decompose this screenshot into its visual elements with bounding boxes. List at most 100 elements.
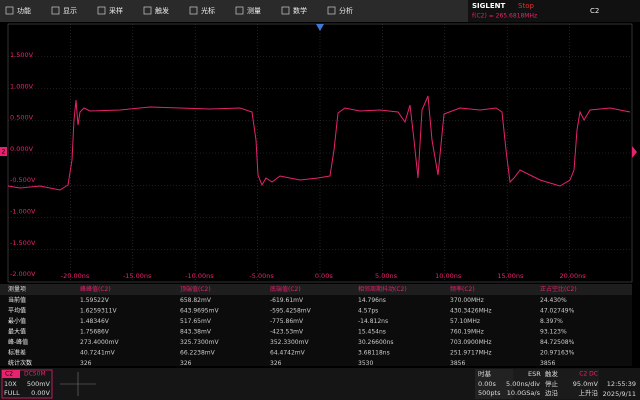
timebase-label: 时基	[478, 369, 492, 378]
menu-item[interactable]: 光标	[201, 6, 215, 15]
table-cell: -619.61mV	[270, 297, 304, 304]
channel-tab[interactable]: C2	[590, 7, 599, 15]
trigger-level-marker	[632, 146, 637, 158]
table-cell: -595.4258mV	[270, 308, 312, 315]
row-label: 最大值	[8, 328, 26, 336]
channel-probe: 10X	[4, 380, 17, 388]
timebase-scale: 5.00ns/div	[506, 380, 540, 388]
menu-icon	[281, 6, 290, 15]
x-axis-label: 20.00ns	[560, 272, 587, 280]
y-axis-label: -1.000V	[10, 208, 36, 216]
table-cell: 326	[180, 360, 192, 367]
trigger-box[interactable]	[513, 369, 599, 399]
measure-header-bg	[0, 284, 632, 295]
timebase-rate: 10.0GSa/s	[507, 389, 541, 397]
channel-name: C2	[5, 371, 13, 378]
menu-icon	[51, 6, 60, 15]
channel-box[interactable]	[1, 369, 53, 399]
table-cell: 760.19MHz	[450, 329, 484, 336]
menu-item[interactable]: 测量	[247, 7, 261, 15]
clock-time: 12:55:39	[607, 380, 636, 388]
table-cell: 3856	[540, 360, 555, 367]
row-label: 平均值	[8, 307, 26, 315]
table-cell: 93.123%	[540, 329, 567, 336]
timebase-points: 500pts	[478, 389, 501, 397]
x-axis-label: -5.00ns	[249, 272, 274, 280]
run-status: Stop	[518, 2, 534, 10]
table-cell: 326	[270, 360, 282, 367]
table-cell: 15.454ns	[358, 329, 386, 336]
table-cell: 703.0900MHz	[450, 339, 491, 346]
y-axis-label: 0.500V	[10, 114, 34, 122]
table-cell: 643.9695mV	[180, 308, 219, 315]
channel-offset: 0.00V	[31, 389, 50, 397]
table-cell: 517.65mV	[180, 318, 212, 325]
trigger-state: 停止	[545, 379, 559, 388]
table-cell: 47.02749%	[540, 308, 575, 315]
channel-marker: 2	[2, 149, 6, 156]
timebase-delay: 0.00s	[478, 380, 496, 388]
menu-item[interactable]: 采样	[109, 6, 123, 15]
table-cell: 1.75686V	[80, 329, 110, 336]
row-label: 当前值	[8, 296, 26, 304]
channel-coupling: DC50M	[24, 371, 46, 378]
table-header: 频率(C2)	[450, 285, 475, 293]
table-cell: 1.6259311V	[80, 308, 117, 315]
x-axis-label: -10.00ns	[185, 272, 214, 280]
menu-icon	[327, 6, 336, 15]
channel-scale: 500mV	[27, 380, 51, 388]
frequency-readout: f(C2) = 265.6818MHz	[472, 13, 537, 20]
table-cell: 1.48346V	[80, 318, 110, 325]
menu-icon	[97, 6, 106, 15]
table-cell: 8.397%	[540, 318, 563, 325]
table-cell: 30.26600ns	[358, 339, 394, 346]
menu-item[interactable]: 数学	[293, 6, 307, 15]
menu-icon	[143, 6, 152, 15]
table-cell: 64.4742mV	[270, 350, 306, 357]
table-header: 正占空比(C2)	[540, 285, 577, 293]
channel-marker-box	[0, 147, 7, 156]
table-header: 顶端值(C2)	[180, 285, 211, 293]
table-cell: -14.812ns	[358, 318, 388, 325]
x-axis-label: 10.00ns	[435, 272, 462, 280]
menu-item[interactable]: 分析	[339, 6, 353, 15]
menu-item[interactable]: 功能	[17, 6, 31, 15]
trigger-label: 触发	[545, 369, 559, 378]
row-label: 最小值	[8, 317, 26, 325]
table-cell: 4.57ps	[358, 308, 378, 315]
table-cell: 658.82mV	[180, 297, 212, 304]
table-cell: 1.59522V	[80, 297, 110, 304]
x-axis-label: 0.00s	[315, 272, 333, 280]
table-cell: 24.430%	[540, 297, 567, 304]
channel-bandwidth: FULL	[4, 389, 20, 397]
timebase-mode: ESR	[528, 370, 541, 378]
table-cell: 326	[80, 360, 92, 367]
table-cell: 40.7241mV	[80, 350, 116, 357]
table-cell: -775.86mV	[270, 318, 304, 325]
table-header: 相邻周期抖动(C2)	[358, 285, 407, 293]
menu-icon	[235, 6, 244, 15]
menu-icon	[5, 6, 14, 15]
table-cell: 273.4000mV	[80, 339, 119, 346]
table-cell: 251.9717MHz	[450, 350, 491, 357]
table-cell: 325.7300mV	[180, 339, 219, 346]
x-axis-label: 15.00ns	[497, 272, 524, 280]
table-cell: 370.00MHz	[450, 297, 484, 304]
table-cell: 352.3300mV	[270, 339, 309, 346]
trigger-slope: 上升沿	[579, 388, 599, 397]
y-axis-label: 0.000V	[10, 145, 34, 153]
y-axis-label: -1.500V	[10, 239, 36, 247]
row-label: 统计次数	[8, 359, 32, 367]
menu-item[interactable]: 显示	[63, 7, 77, 15]
trigger-type: 边沿	[545, 388, 559, 397]
y-axis-label: 1.500V	[10, 51, 34, 59]
table-cell: 20.97163%	[540, 350, 575, 357]
table-cell: 3530	[358, 360, 373, 367]
table-cell: 66.2238mV	[180, 350, 216, 357]
table-cell: 14.796ns	[358, 297, 386, 304]
menu-icon	[189, 6, 198, 15]
table-cell: 430.3426MHz	[450, 308, 491, 315]
menu-item[interactable]: 触发	[155, 6, 169, 15]
brand: SIGLENT	[472, 2, 505, 10]
